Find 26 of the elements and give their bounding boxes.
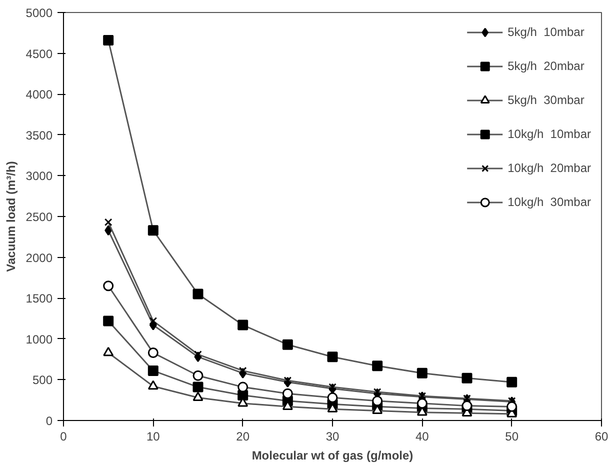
legend-label: 10kg/h 10mbar bbox=[508, 127, 591, 141]
y-tick-label: 3000 bbox=[26, 169, 53, 184]
x-tick-label: 20 bbox=[236, 430, 250, 444]
x-tick-label: 0 bbox=[60, 430, 68, 444]
x-tick-label: 60 bbox=[594, 430, 608, 444]
y-tick-label: 2000 bbox=[26, 250, 53, 265]
x-axis-title: Molecular wt of gas (g/mole) bbox=[252, 448, 414, 462]
y-tick-label: 5000 bbox=[26, 6, 53, 20]
legend-label: 5kg/h 10mbar bbox=[508, 25, 584, 39]
legend-label: 10kg/h 20mbar bbox=[508, 161, 591, 175]
y-tick-label: 3500 bbox=[26, 128, 53, 142]
y-tick-label: 4000 bbox=[26, 88, 53, 102]
x-tick-label: 40 bbox=[415, 430, 430, 444]
x-tick-label: 30 bbox=[326, 430, 340, 444]
y-tick-label: 4500 bbox=[26, 46, 53, 61]
y-tick-label: 0 bbox=[46, 414, 53, 428]
y-tick-label: 500 bbox=[32, 373, 53, 388]
legend-label: 5kg/h 30mbar bbox=[508, 93, 584, 107]
y-tick-label: 1500 bbox=[26, 292, 53, 306]
y-axis-title: Vacuum load (m³/h) bbox=[4, 161, 18, 272]
x-tick-label: 50 bbox=[505, 430, 519, 444]
legend-label: 10kg/h 30mbar bbox=[508, 195, 591, 209]
y-tick-label: 1000 bbox=[26, 332, 53, 346]
y-tick-label: 2500 bbox=[26, 210, 53, 224]
legend-label: 5kg/h 20mbar bbox=[508, 59, 584, 73]
x-tick-label: 10 bbox=[146, 430, 160, 444]
